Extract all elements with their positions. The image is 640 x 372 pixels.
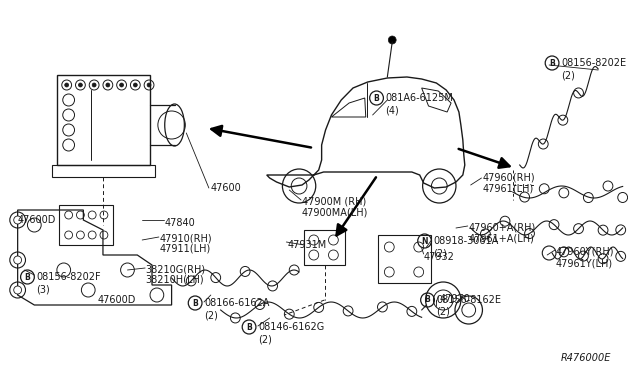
- Text: 47600: 47600: [211, 183, 241, 193]
- Text: 47600D: 47600D: [18, 215, 56, 225]
- Text: 47961Y(LH): 47961Y(LH): [556, 258, 613, 268]
- Text: 47910(RH): 47910(RH): [160, 233, 212, 243]
- Text: 47931M: 47931M: [287, 240, 326, 250]
- Text: (2): (2): [433, 248, 447, 258]
- Text: (3): (3): [36, 284, 50, 294]
- Circle shape: [120, 83, 124, 87]
- Text: 081A6-6125M: 081A6-6125M: [385, 93, 453, 103]
- Circle shape: [106, 83, 110, 87]
- Text: 47600D: 47600D: [98, 295, 136, 305]
- Circle shape: [388, 36, 396, 44]
- Text: 08156-8202E: 08156-8202E: [561, 58, 626, 68]
- Text: N: N: [421, 237, 428, 246]
- Bar: [57, 75, 150, 165]
- Text: B: B: [24, 273, 30, 282]
- Text: 08156-8162E: 08156-8162E: [436, 295, 501, 305]
- Text: 08146-6162G: 08146-6162G: [258, 322, 324, 332]
- Text: (4): (4): [385, 105, 399, 115]
- Text: B: B: [246, 323, 252, 331]
- Circle shape: [13, 286, 22, 294]
- Text: 47840: 47840: [164, 218, 195, 228]
- Text: 47960+A(RH): 47960+A(RH): [468, 222, 536, 232]
- Circle shape: [147, 83, 151, 87]
- Bar: [304, 230, 345, 265]
- Circle shape: [65, 83, 68, 87]
- Text: 47960(RH): 47960(RH): [483, 172, 535, 182]
- Text: 47970: 47970: [439, 294, 470, 304]
- Text: B: B: [374, 93, 380, 103]
- Circle shape: [92, 83, 96, 87]
- Text: 47932: 47932: [424, 252, 454, 262]
- Text: (2): (2): [436, 307, 450, 317]
- Text: (2): (2): [561, 70, 575, 80]
- Text: B: B: [192, 298, 198, 308]
- Text: 08918-3061A: 08918-3061A: [433, 236, 499, 246]
- Text: B: B: [425, 295, 431, 305]
- Text: (2): (2): [258, 334, 272, 344]
- Circle shape: [13, 216, 22, 224]
- Circle shape: [13, 256, 22, 264]
- Text: 47900MA(LH): 47900MA(LH): [302, 207, 369, 217]
- Text: 38210H(LH): 38210H(LH): [145, 275, 204, 285]
- Text: 08156-8202F: 08156-8202F: [36, 272, 101, 282]
- Text: 08166-6162A: 08166-6162A: [204, 298, 269, 308]
- Text: 47911(LH): 47911(LH): [160, 243, 211, 253]
- Text: 47961(LH): 47961(LH): [483, 183, 534, 193]
- Bar: [59, 205, 113, 245]
- Text: 38210G(RH): 38210G(RH): [145, 265, 205, 275]
- Circle shape: [133, 83, 138, 87]
- Text: (2): (2): [204, 310, 218, 320]
- Text: 47961+A(LH): 47961+A(LH): [468, 233, 534, 243]
- Text: R476000E: R476000E: [561, 353, 611, 363]
- Circle shape: [79, 83, 83, 87]
- Text: 47900M (RH): 47900M (RH): [302, 196, 366, 206]
- Bar: [378, 235, 431, 283]
- Text: 47960Y(RH): 47960Y(RH): [556, 247, 614, 257]
- Text: B: B: [549, 58, 555, 67]
